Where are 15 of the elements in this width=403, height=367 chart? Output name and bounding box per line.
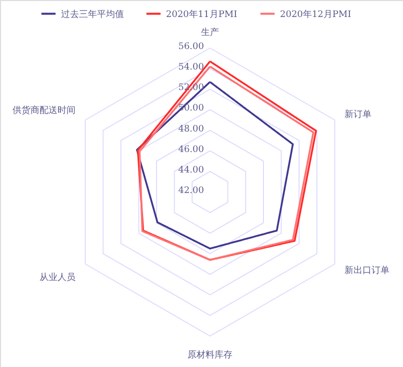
spoke-label: 供货商配送时间 (12, 104, 76, 116)
legend-label: 2020年12月PMI (280, 8, 352, 20)
spoke-label: 从业人员 (39, 272, 76, 283)
y-tick-label: 54.00 (178, 62, 204, 73)
spoke-label: 生产 (201, 27, 219, 38)
spoke-label: 新订单 (344, 109, 372, 120)
y-tick-label: 42.00 (178, 186, 204, 196)
spoke-label: 原材料库存 (188, 350, 232, 361)
legend-label: 过去三年平均值 (61, 8, 124, 20)
y-tick-label: 48.00 (178, 124, 204, 134)
y-tick-label: 46.00 (178, 144, 204, 155)
legend-label: 2020年11月PMI (166, 8, 238, 20)
y-tick-label: 44.00 (178, 165, 204, 176)
y-tick-label: 56.00 (178, 42, 204, 52)
spoke-label: 新出口订单 (344, 264, 390, 276)
